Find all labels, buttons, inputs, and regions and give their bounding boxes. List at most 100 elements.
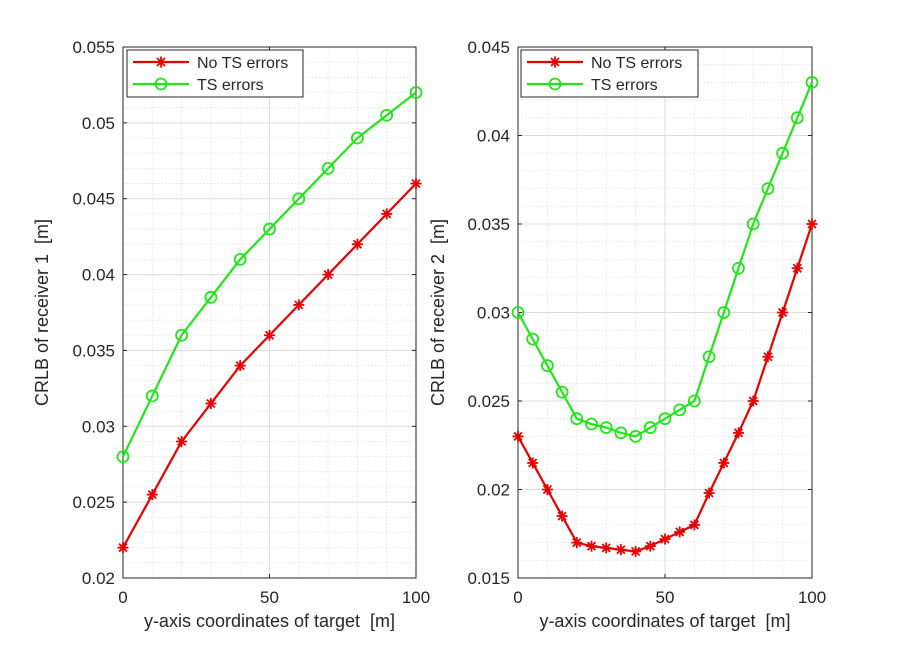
data-point <box>570 412 584 426</box>
y-tick-label: 0.04 <box>82 266 115 285</box>
data-point <box>321 161 335 175</box>
y-axis-label: CRLB of receiver 1 [m] <box>32 219 52 406</box>
y-tick-label: 0.04 <box>477 127 510 146</box>
data-point <box>322 269 334 281</box>
y-tick-label: 0.025 <box>467 392 510 411</box>
data-point <box>556 510 568 522</box>
data-point <box>659 533 671 545</box>
data-point <box>732 261 745 275</box>
data-point <box>548 77 562 91</box>
data-point <box>380 108 394 122</box>
data-point <box>643 421 657 434</box>
data-point <box>410 178 422 190</box>
legend-label: No TS errors <box>591 55 682 72</box>
y-tick-label: 0.035 <box>467 215 510 234</box>
data-point <box>615 544 627 556</box>
data-point <box>155 56 167 68</box>
y-tick-label: 0.02 <box>477 481 510 500</box>
x-tick-label: 100 <box>798 588 826 607</box>
data-point <box>292 192 306 206</box>
data-point <box>630 545 642 557</box>
data-point <box>790 111 804 125</box>
y-tick-label: 0.015 <box>467 569 510 588</box>
data-point <box>658 412 672 426</box>
data-point <box>409 86 423 99</box>
data-point <box>263 222 276 236</box>
x-tick-label: 0 <box>513 588 522 607</box>
data-point <box>674 526 686 538</box>
data-point <box>350 131 364 145</box>
data-point <box>585 417 598 431</box>
data-point <box>688 394 701 408</box>
data-point <box>703 487 715 499</box>
data-point <box>175 328 189 342</box>
data-point <box>586 540 597 552</box>
data-point <box>629 429 642 443</box>
data-point <box>762 351 774 363</box>
left-plot: 0.02 0.025 0.03 0.035 0.04 0.045 0.05 0.055 0 50 1… <box>32 38 430 631</box>
data-point <box>571 537 583 549</box>
data-point <box>791 262 803 274</box>
data-point <box>806 218 818 230</box>
data-point <box>747 395 759 407</box>
data-point <box>599 421 613 434</box>
data-point <box>541 359 554 373</box>
data-point <box>541 484 553 495</box>
x-tick-label: 50 <box>260 588 279 607</box>
data-point <box>527 457 539 469</box>
data-point <box>381 208 393 220</box>
data-point <box>526 332 540 346</box>
series-line-ts-errors <box>517 81 814 438</box>
data-point <box>717 306 731 319</box>
data-point <box>176 435 188 447</box>
x-tick-label: 50 <box>656 588 675 607</box>
data-point <box>154 77 168 91</box>
data-point <box>733 427 744 439</box>
data-point <box>688 519 700 531</box>
data-point <box>116 450 130 464</box>
y-tick-label: 0.035 <box>72 341 115 360</box>
data-point <box>512 430 524 442</box>
y-tick-label: 0.045 <box>467 38 510 57</box>
data-point <box>146 489 158 501</box>
y-tick-label: 0.055 <box>72 38 115 57</box>
x-axis-label: y-axis coordinates of target [m] <box>539 611 790 631</box>
x-tick-label: 100 <box>402 588 430 607</box>
data-point <box>673 403 687 417</box>
data-point <box>702 350 716 364</box>
data-point <box>351 238 363 250</box>
data-point <box>145 389 159 403</box>
data-point <box>644 540 656 552</box>
series-line-ts-errors <box>122 91 417 458</box>
data-point <box>746 217 760 231</box>
y-tick-label: 0.05 <box>82 114 115 133</box>
data-point <box>805 76 819 89</box>
data-point <box>549 56 561 68</box>
legend-label: TS errors <box>591 77 658 94</box>
data-point <box>718 457 730 469</box>
y-tick-label: 0.025 <box>72 493 115 512</box>
y-tick-label: 0.045 <box>72 190 115 209</box>
data-point <box>511 306 525 319</box>
y-tick-label: 0.03 <box>477 304 510 323</box>
data-point <box>117 542 129 554</box>
data-point <box>233 252 247 266</box>
legend-label: TS errors <box>197 77 264 94</box>
data-point <box>205 398 217 410</box>
data-point <box>234 360 246 372</box>
x-tick-label: 0 <box>118 588 127 607</box>
y-tick-label: 0.02 <box>82 569 115 588</box>
x-axis-label: y-axis coordinates of target [m] <box>144 611 395 631</box>
legend-box <box>126 49 304 98</box>
y-tick-label: 0.03 <box>82 417 115 436</box>
data-point <box>600 542 612 554</box>
data-point <box>293 299 305 311</box>
data-point <box>761 182 775 196</box>
data-point <box>777 307 789 318</box>
right-plot: 0.015 0.02 0.025 0.03 0.035 0.04 0.045 0 50 100 y-… <box>428 38 826 631</box>
legend-label: No TS errors <box>197 55 288 72</box>
data-point <box>264 329 275 341</box>
data-point <box>555 385 569 399</box>
y-axis-label: CRLB of receiver 2 [m] <box>428 219 448 406</box>
